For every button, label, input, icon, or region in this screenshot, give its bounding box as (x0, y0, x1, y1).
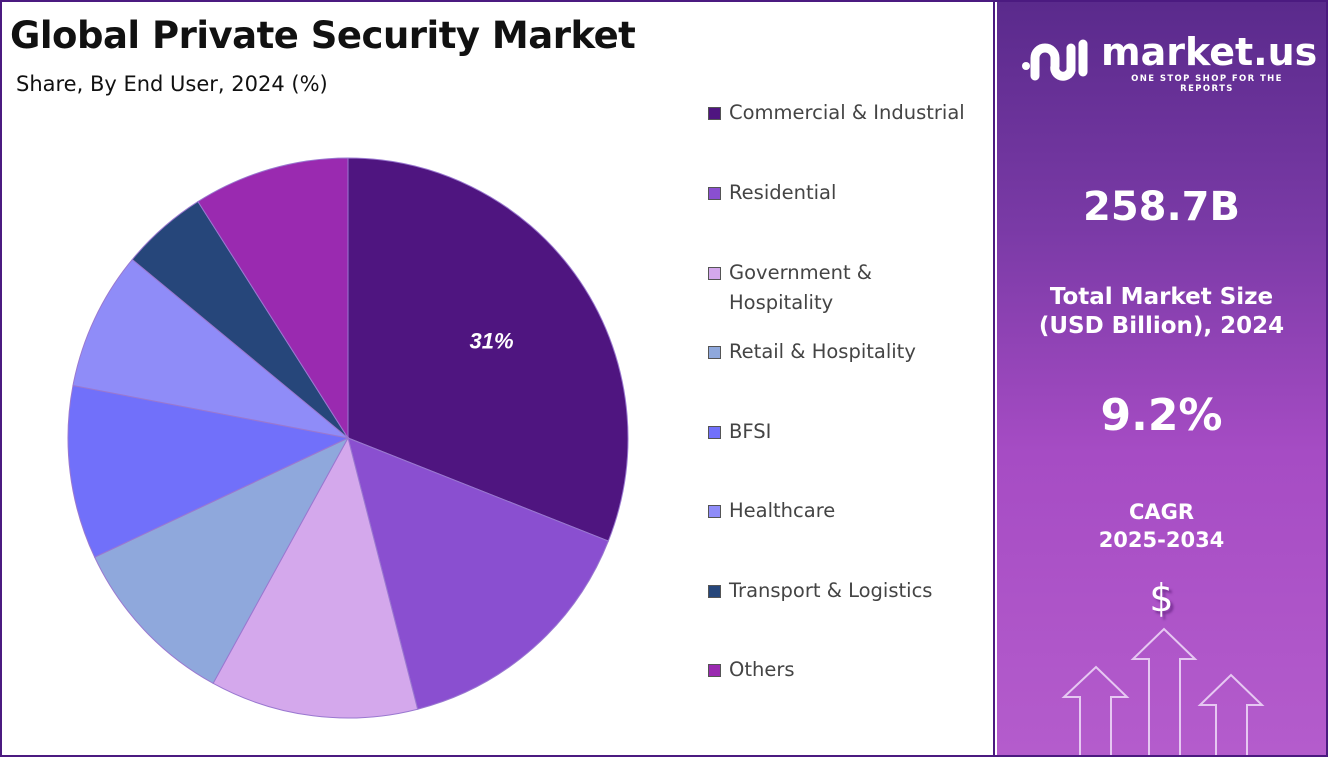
cagr-period: 2025-2034 (1098, 528, 1225, 552)
cagr-value: 9.2% (1100, 390, 1223, 441)
pie-slice-retail-hospitality (93, 436, 350, 685)
pie-slice-government-hospitality (212, 436, 419, 719)
dollar-icon: $ (1149, 576, 1174, 620)
pie-slice-residential (347, 437, 609, 710)
data-label: 31% (470, 328, 514, 353)
pie-slice-others (197, 157, 349, 440)
legend-swatch (708, 585, 721, 598)
legend-swatch (708, 426, 721, 439)
legend-swatch (708, 187, 721, 200)
pie-slice-healthcare (72, 258, 349, 439)
legend-swatch (708, 107, 721, 120)
market-us-logo: market.us ONE STOP SHOP FOR THE REPORTS (1021, 30, 1317, 94)
growth-arrows-icon (1061, 627, 1265, 755)
chart-title: Global Private Security Market (10, 14, 636, 57)
logo-icon (1022, 39, 1088, 81)
market-size-value: 258.7B (1082, 184, 1240, 230)
summary-panel: market.us ONE STOP SHOP FOR THE REPORTS … (997, 2, 1326, 755)
pie-chart: 31% (67, 157, 629, 719)
market-size-label-2: (USD Billion), 2024 (1038, 313, 1285, 339)
chart-panel: Global Private Security Market Share, By… (10, 0, 995, 757)
cagr-label: CAGR (1128, 500, 1195, 524)
pie-slice-commercial-industrial (347, 157, 629, 542)
legend-swatch (708, 346, 721, 359)
pie-slice-bfsi (67, 384, 350, 558)
legend-swatch (708, 505, 721, 518)
legend-swatch (708, 664, 721, 677)
market-size-label: Total Market Size (1049, 284, 1274, 310)
chart-subtitle: Share, By End User, 2024 (%) (16, 72, 328, 96)
legend-swatch (708, 267, 721, 280)
